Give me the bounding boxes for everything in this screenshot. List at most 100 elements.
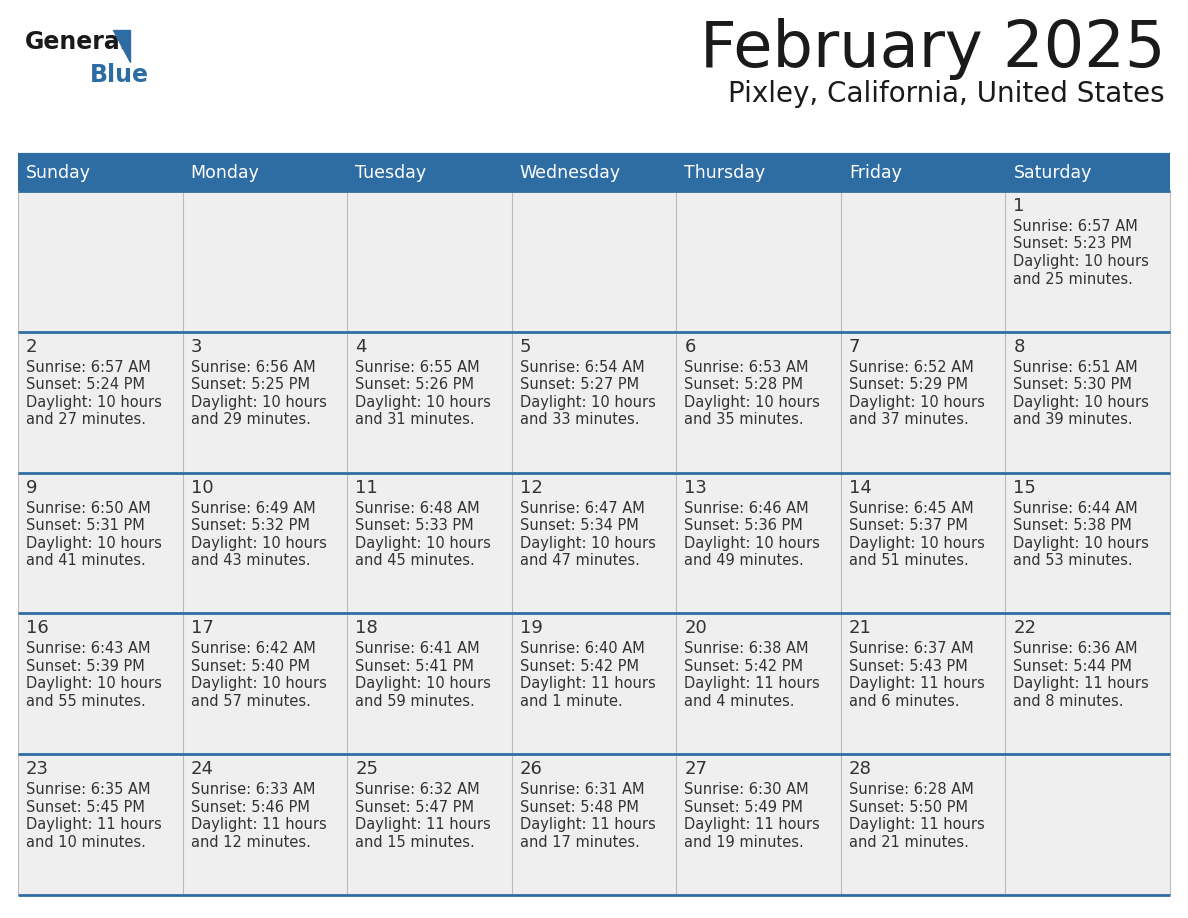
Text: and 29 minutes.: and 29 minutes.: [190, 412, 310, 427]
Text: Daylight: 10 hours: Daylight: 10 hours: [684, 535, 820, 551]
Bar: [183, 755, 347, 895]
Bar: [512, 755, 676, 895]
Text: 24: 24: [190, 760, 214, 778]
Text: Daylight: 10 hours: Daylight: 10 hours: [1013, 535, 1149, 551]
Bar: [512, 613, 676, 755]
Text: Daylight: 10 hours: Daylight: 10 hours: [849, 535, 985, 551]
Bar: [676, 613, 841, 755]
Text: Sunrise: 6:54 AM: Sunrise: 6:54 AM: [519, 360, 644, 375]
Text: Daylight: 11 hours: Daylight: 11 hours: [1013, 677, 1149, 691]
Text: Blue: Blue: [90, 63, 148, 87]
Text: Daylight: 10 hours: Daylight: 10 hours: [26, 395, 162, 409]
Text: 3: 3: [190, 338, 202, 356]
Text: 10: 10: [190, 478, 213, 497]
Text: Daylight: 11 hours: Daylight: 11 hours: [190, 817, 327, 833]
Text: 4: 4: [355, 338, 367, 356]
Text: and 33 minutes.: and 33 minutes.: [519, 412, 639, 427]
Text: Sunrise: 6:36 AM: Sunrise: 6:36 AM: [1013, 642, 1138, 656]
Text: and 19 minutes.: and 19 minutes.: [684, 834, 804, 850]
Bar: [183, 473, 347, 613]
Text: and 15 minutes.: and 15 minutes.: [355, 834, 475, 850]
Text: Sunrise: 6:38 AM: Sunrise: 6:38 AM: [684, 642, 809, 656]
Text: 26: 26: [519, 760, 543, 778]
Text: and 43 minutes.: and 43 minutes.: [190, 554, 310, 568]
Text: Sunrise: 6:35 AM: Sunrise: 6:35 AM: [26, 782, 151, 797]
Text: and 51 minutes.: and 51 minutes.: [849, 554, 968, 568]
Text: Sunset: 5:41 PM: Sunset: 5:41 PM: [355, 659, 474, 674]
Text: Sunrise: 6:46 AM: Sunrise: 6:46 AM: [684, 500, 809, 516]
Text: and 57 minutes.: and 57 minutes.: [190, 694, 310, 709]
Text: and 41 minutes.: and 41 minutes.: [26, 554, 146, 568]
Text: and 21 minutes.: and 21 minutes.: [849, 834, 968, 850]
Text: Sunset: 5:38 PM: Sunset: 5:38 PM: [1013, 518, 1132, 533]
Text: Sunrise: 6:50 AM: Sunrise: 6:50 AM: [26, 500, 151, 516]
Text: 9: 9: [26, 478, 38, 497]
Text: and 47 minutes.: and 47 minutes.: [519, 554, 639, 568]
Text: Sunset: 5:40 PM: Sunset: 5:40 PM: [190, 659, 310, 674]
Text: Saturday: Saturday: [1013, 164, 1092, 182]
Text: Sunrise: 6:42 AM: Sunrise: 6:42 AM: [190, 642, 315, 656]
Text: 23: 23: [26, 760, 49, 778]
Text: 22: 22: [1013, 620, 1036, 637]
Text: Daylight: 11 hours: Daylight: 11 hours: [519, 677, 656, 691]
Text: 5: 5: [519, 338, 531, 356]
Text: Sunset: 5:30 PM: Sunset: 5:30 PM: [1013, 377, 1132, 392]
Bar: [1005, 473, 1170, 613]
Text: Sunday: Sunday: [26, 164, 91, 182]
Text: Sunrise: 6:49 AM: Sunrise: 6:49 AM: [190, 500, 315, 516]
Text: Daylight: 10 hours: Daylight: 10 hours: [26, 535, 162, 551]
Text: 12: 12: [519, 478, 543, 497]
Bar: [183, 331, 347, 473]
Text: and 4 minutes.: and 4 minutes.: [684, 694, 795, 709]
Text: Daylight: 10 hours: Daylight: 10 hours: [190, 395, 327, 409]
Text: Daylight: 11 hours: Daylight: 11 hours: [849, 677, 985, 691]
Bar: [676, 191, 841, 331]
Text: Tuesday: Tuesday: [355, 164, 426, 182]
Text: Sunset: 5:47 PM: Sunset: 5:47 PM: [355, 800, 474, 814]
Text: 18: 18: [355, 620, 378, 637]
Bar: [841, 331, 1005, 473]
Text: Monday: Monday: [190, 164, 259, 182]
Text: Sunset: 5:24 PM: Sunset: 5:24 PM: [26, 377, 145, 392]
Text: and 55 minutes.: and 55 minutes.: [26, 694, 146, 709]
Bar: [1005, 755, 1170, 895]
Text: Thursday: Thursday: [684, 164, 765, 182]
Text: and 6 minutes.: and 6 minutes.: [849, 694, 960, 709]
Bar: [347, 191, 512, 331]
Text: Daylight: 11 hours: Daylight: 11 hours: [355, 817, 491, 833]
Text: Daylight: 11 hours: Daylight: 11 hours: [849, 817, 985, 833]
Text: Sunrise: 6:33 AM: Sunrise: 6:33 AM: [190, 782, 315, 797]
Text: and 8 minutes.: and 8 minutes.: [1013, 694, 1124, 709]
Text: Sunset: 5:44 PM: Sunset: 5:44 PM: [1013, 659, 1132, 674]
Text: Sunrise: 6:52 AM: Sunrise: 6:52 AM: [849, 360, 974, 375]
Text: Sunset: 5:36 PM: Sunset: 5:36 PM: [684, 518, 803, 533]
Text: Daylight: 10 hours: Daylight: 10 hours: [355, 535, 491, 551]
Text: 1: 1: [1013, 197, 1025, 215]
Bar: [676, 473, 841, 613]
Bar: [1005, 613, 1170, 755]
Text: Sunrise: 6:57 AM: Sunrise: 6:57 AM: [1013, 219, 1138, 234]
Text: Daylight: 10 hours: Daylight: 10 hours: [1013, 254, 1149, 269]
Text: Sunrise: 6:40 AM: Sunrise: 6:40 AM: [519, 642, 644, 656]
Text: 17: 17: [190, 620, 214, 637]
Text: Sunrise: 6:53 AM: Sunrise: 6:53 AM: [684, 360, 809, 375]
Polygon shape: [113, 30, 129, 62]
Text: and 35 minutes.: and 35 minutes.: [684, 412, 804, 427]
Text: Sunset: 5:26 PM: Sunset: 5:26 PM: [355, 377, 474, 392]
Bar: [676, 331, 841, 473]
Text: 21: 21: [849, 620, 872, 637]
Text: Daylight: 10 hours: Daylight: 10 hours: [849, 395, 985, 409]
Bar: [18, 473, 183, 613]
Text: Sunrise: 6:31 AM: Sunrise: 6:31 AM: [519, 782, 644, 797]
Bar: [1005, 331, 1170, 473]
Text: Sunrise: 6:56 AM: Sunrise: 6:56 AM: [190, 360, 315, 375]
Text: Daylight: 11 hours: Daylight: 11 hours: [519, 817, 656, 833]
Bar: [676, 755, 841, 895]
Text: Daylight: 10 hours: Daylight: 10 hours: [1013, 395, 1149, 409]
Text: Sunset: 5:42 PM: Sunset: 5:42 PM: [519, 659, 639, 674]
Text: 16: 16: [26, 620, 49, 637]
Text: Sunset: 5:25 PM: Sunset: 5:25 PM: [190, 377, 310, 392]
Text: Sunset: 5:48 PM: Sunset: 5:48 PM: [519, 800, 639, 814]
Text: 8: 8: [1013, 338, 1025, 356]
Text: Sunset: 5:34 PM: Sunset: 5:34 PM: [519, 518, 638, 533]
